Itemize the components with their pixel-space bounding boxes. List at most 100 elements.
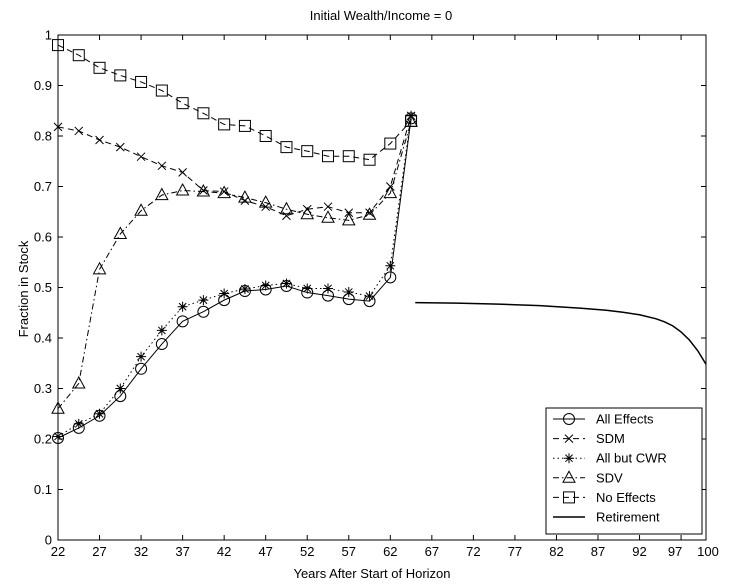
data-point-sdm [219, 187, 229, 196]
chart-title: Initial Wealth/Income = 0 [310, 8, 452, 23]
x-tick-label: 87 [591, 544, 605, 559]
data-point-sdv [238, 190, 252, 203]
data-point-all-effects [197, 305, 210, 318]
data-point-sdv [341, 212, 356, 226]
data-point-sdm [323, 202, 333, 212]
data-point-no-effects [363, 153, 376, 166]
data-point-no-effects [72, 49, 85, 62]
data-point-sdm [115, 142, 125, 152]
data-point-sdv [279, 201, 294, 215]
data-point-sdv [362, 207, 377, 220]
x-tick-label: 47 [258, 544, 272, 559]
x-tick-label: 97 [668, 544, 682, 559]
y-tick-label: 0.4 [34, 331, 52, 346]
data-point-sdv [321, 210, 335, 223]
data-point-sdm [282, 211, 291, 221]
data-point-no-effects [52, 39, 64, 52]
series-line-no-effects [57, 44, 412, 161]
x-tick-label: 52 [300, 544, 314, 559]
data-point-no-effects [322, 150, 334, 163]
data-point-all-but-cwr [73, 418, 84, 429]
x-tick-label: 57 [342, 544, 356, 559]
y-tick-label: 0.6 [34, 230, 52, 245]
data-point-all-but-cwr [323, 283, 333, 294]
legend-label-all-effects: All Effects [596, 412, 654, 427]
x-tick-label: 37 [175, 544, 189, 559]
data-point-sdv [155, 187, 169, 201]
y-tick-label: 0.2 [34, 432, 52, 447]
series-lines [57, 44, 707, 439]
y-axis-ticks: 0 0.1 0.2 0.3 0.4 0.5 0.6 0.7 0.8 0.9 1 [34, 28, 706, 548]
x-tick-label: 82 [549, 544, 563, 559]
data-point-sdm [136, 152, 146, 162]
data-point-sdm [53, 122, 63, 132]
x-tick-label: 62 [383, 544, 397, 559]
legend-label-sdm: SDM [596, 431, 625, 446]
legend-label-all-but-cwr: All but CWR [596, 451, 667, 466]
y-tick-label: 0.3 [34, 381, 52, 396]
series-line-all-effects [57, 118, 412, 439]
y-tick-label: 1 [45, 28, 52, 43]
legend-marker-all-effects [563, 413, 575, 425]
data-point-sdm [199, 186, 208, 195]
data-point-all-but-cwr [177, 301, 188, 312]
legend-marker-no-effects [563, 491, 575, 504]
x-tick-label: 42 [217, 544, 231, 559]
x-tick-label: 77 [508, 544, 522, 559]
legend-box [545, 407, 703, 535]
series-line-sdm [57, 115, 412, 217]
data-point-sdv [300, 206, 315, 220]
data-point-all-but-cwr [136, 351, 147, 362]
y-tick-label: 0.9 [34, 78, 52, 93]
data-point-sdm [74, 126, 84, 136]
data-point-no-effects [280, 141, 293, 154]
data-point-no-effects [114, 69, 127, 82]
data-point-sdm [365, 208, 374, 218]
data-point-no-effects [384, 137, 397, 150]
data-point-all-but-cwr [219, 288, 230, 299]
data-point-all-but-cwr [281, 278, 292, 289]
y-tick-label: 0.1 [34, 482, 52, 497]
legend-marker-sdm [564, 434, 574, 443]
data-point-no-effects [301, 145, 314, 158]
legend-marker-sdv [562, 470, 576, 483]
data-point-all-but-cwr [302, 283, 313, 294]
data-point-sdv [175, 182, 190, 196]
x-tick-label: 32 [134, 544, 148, 559]
x-tick-label: 22 [51, 544, 65, 559]
data-point-no-effects [197, 107, 210, 120]
data-point-all-but-cwr [53, 431, 63, 442]
data-point-all-but-cwr [156, 325, 167, 336]
data-point-sdm [240, 196, 250, 205]
data-point-all-but-cwr [94, 408, 105, 419]
data-point-sdv [51, 401, 65, 414]
data-point-sdm [178, 168, 187, 177]
data-point-all-but-cwr [198, 295, 209, 306]
x-tick-label: 100 [697, 544, 719, 559]
data-point-all-but-cwr [260, 280, 271, 291]
y-tick-label: 0 [45, 533, 52, 548]
data-point-no-effects [342, 150, 355, 163]
data-point-sdm [157, 161, 167, 171]
legend-label-no-effects: No Effects [596, 490, 656, 505]
data-point-no-effects [135, 75, 148, 88]
series-markers [51, 39, 418, 444]
legend-label-sdv: SDV [596, 470, 623, 485]
data-point-no-effects [218, 118, 231, 131]
data-point-no-effects [155, 84, 168, 97]
data-point-all-but-cwr [343, 287, 354, 298]
data-point-all-effects [176, 315, 189, 328]
legend-label-retirement: Retirement [596, 510, 660, 525]
series-line-sdv [57, 121, 412, 410]
data-point-no-effects [259, 130, 272, 142]
x-axis-label: Years After Start of Horizon [293, 566, 450, 581]
data-point-sdv [258, 195, 273, 208]
data-point-sdv [134, 203, 148, 216]
data-point-sdv [92, 261, 107, 275]
data-point-all-effects [155, 338, 168, 351]
y-tick-label: 0.5 [34, 280, 52, 295]
data-point-all-effects [135, 362, 148, 375]
data-point-sdv [71, 375, 86, 389]
series-line-retirement [415, 301, 707, 365]
